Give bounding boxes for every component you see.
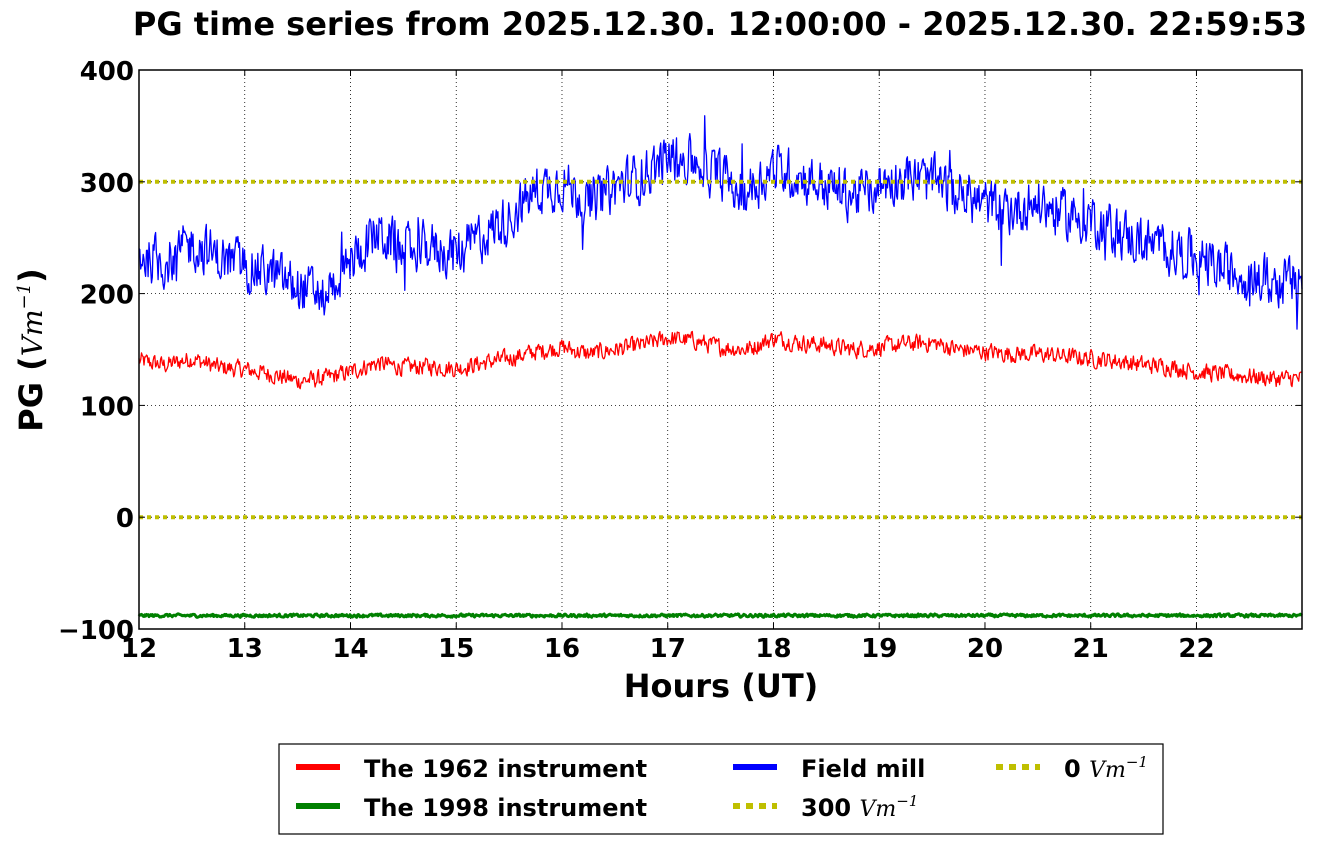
x-tick-label: 16: [544, 634, 580, 664]
y-axis-label: PG (Vm−1): [12, 268, 50, 431]
y-tick-label: 200: [80, 281, 134, 311]
y-axis-label-text: PG (: [12, 356, 50, 431]
series-1-line: [137, 612, 1303, 619]
series-lines: [137, 115, 1303, 619]
legend-box: [278, 743, 1164, 835]
series-2-line: [138, 115, 1303, 330]
plot-frame: [138, 69, 1303, 630]
x-tick-label: 14: [332, 634, 368, 664]
x-tick-label: 19: [861, 634, 897, 664]
x-tick-label: 22: [1178, 634, 1214, 664]
y-axis-unit-exponent: −1: [14, 283, 35, 310]
y-tick-label: 400: [80, 57, 134, 87]
x-axis-label: Hours (UT): [624, 667, 819, 705]
axis-ticks: 12 13 14 15 16 17 18 19 20 21 22 −100 0 100 200 300 400: [58, 57, 1302, 664]
x-tick-label: 13: [227, 634, 263, 664]
grid-lines: [139, 70, 1302, 629]
y-tick-label: 300: [80, 169, 134, 199]
legend-label-4: 0 Vm−1: [1064, 753, 1148, 783]
x-tick-label: 18: [755, 634, 791, 664]
y-axis-label-close: ): [12, 268, 50, 283]
legend-label-1: The 1998 instrument: [364, 794, 647, 822]
legend: The 1962 instrument The 1998 instrument Fi…: [278, 743, 1164, 835]
y-axis-unit: Vm: [16, 309, 49, 356]
legend-label-3: 300 Vm−1: [801, 792, 918, 822]
legend-label-0: The 1962 instrument: [364, 755, 647, 783]
series-0-line: [138, 330, 1303, 390]
x-tick-label: 12: [121, 634, 157, 664]
x-tick-label: 17: [650, 634, 686, 664]
x-tick-label: 21: [1073, 634, 1109, 664]
chart-title: PG time series from 2025.12.30. 12:00:00…: [133, 5, 1307, 43]
x-tick-label: 15: [438, 634, 474, 664]
x-tick-label: 20: [967, 634, 1003, 664]
y-tick-label: 0: [116, 504, 134, 534]
y-tick-label: 100: [80, 392, 134, 422]
y-tick-label: −100: [58, 616, 134, 646]
legend-label-2: Field mill: [801, 755, 925, 783]
